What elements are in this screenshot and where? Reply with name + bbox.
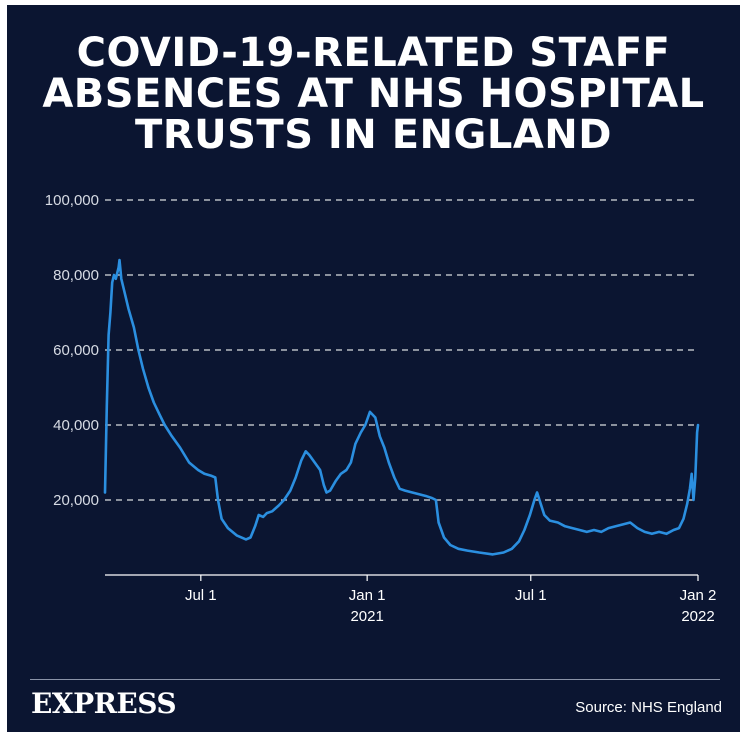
series-line-staff-absences (103, 258, 700, 556)
x-tick-year-label: 2021 (350, 608, 383, 625)
y-tick-label: 40,000 (53, 417, 99, 434)
y-tick-label: 100,000 (45, 192, 99, 209)
y-tick-label: 60,000 (53, 342, 99, 359)
y-tick-label: 80,000 (53, 267, 99, 284)
express-logo: EXPRESS (31, 687, 177, 720)
title-line-1: COVID-19-RELATED STAFF (76, 30, 671, 76)
x-tick-label: Jan 1 (349, 587, 386, 604)
y-tick-label: 20,000 (53, 492, 99, 509)
footer-divider (30, 679, 720, 680)
x-tick-label: Jul 1 (515, 587, 547, 604)
x-tick-label: Jan 2 (680, 587, 717, 604)
source-note: Source: NHS England (575, 699, 722, 716)
x-tick-year-label: 2022 (681, 608, 714, 625)
chart-plot: 20,000 40,000 60,000 80,000 100,000 Jul 1 Jan … (45, 192, 717, 625)
chart-title: COVID-19-RELATED STAFF ABSENCES AT NHS H… (7, 33, 740, 156)
x-tick-label: Jul 1 (185, 587, 217, 604)
chart-panel: COVID-19-RELATED STAFF ABSENCES AT NHS H… (7, 5, 740, 732)
title-line-2: ABSENCES AT NHS HOSPITAL (42, 71, 705, 117)
title-line-3: TRUSTS IN ENGLAND (135, 112, 612, 158)
